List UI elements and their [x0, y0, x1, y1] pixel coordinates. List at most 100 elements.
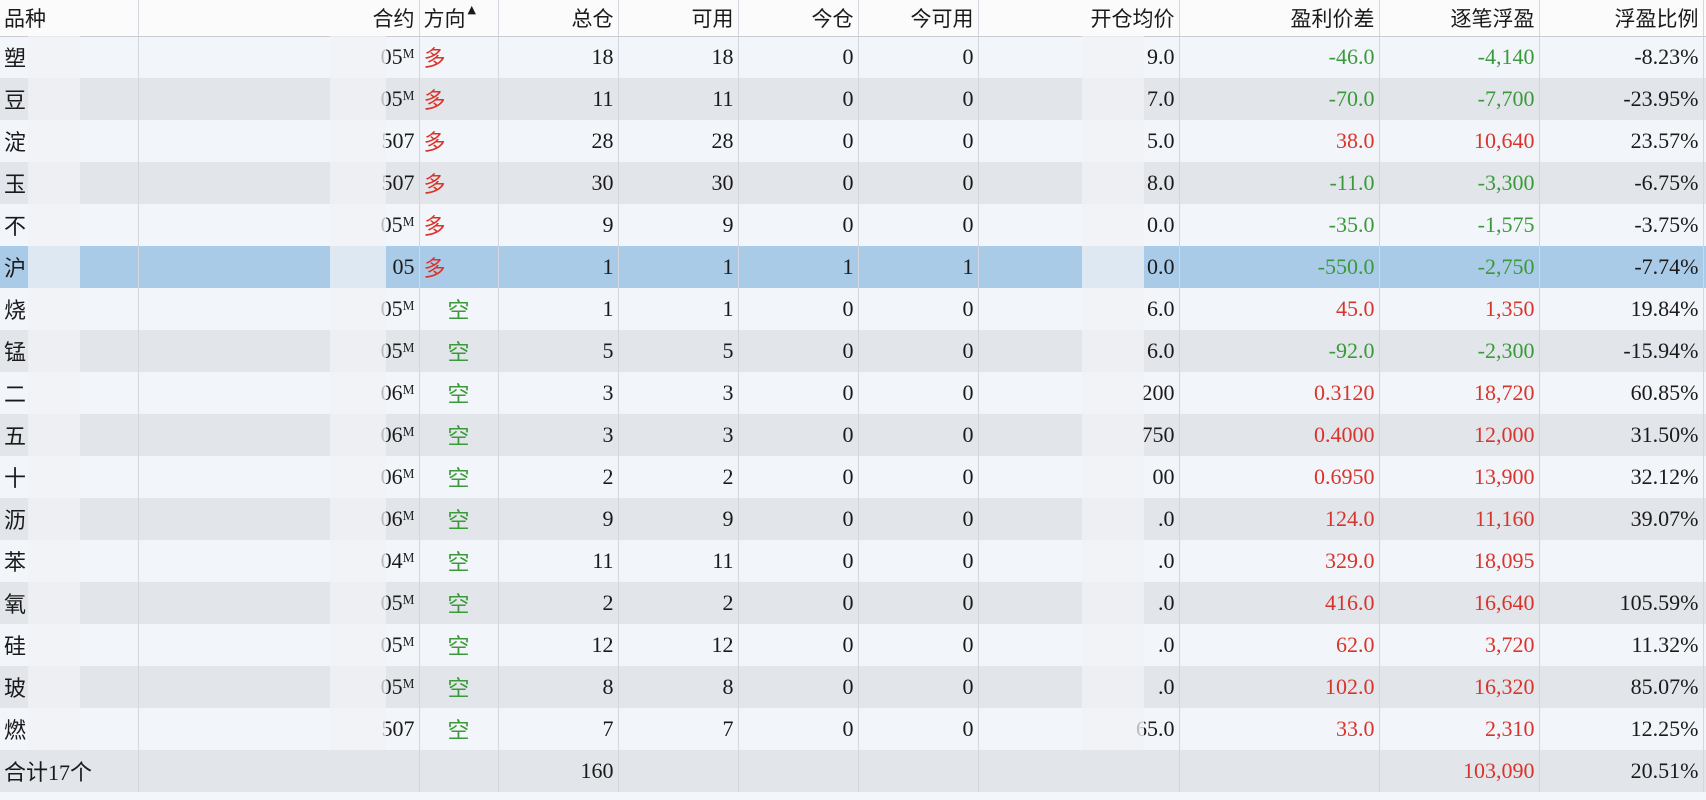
price-diff-cell: 0.3120 [1179, 372, 1380, 414]
position-row[interactable]: 燃 507 空 7 7 0 0 65.0 33.0 2,310 12.25% [0, 708, 1706, 750]
available-cell: 3 [618, 414, 739, 456]
open-avg-cell: .0 [978, 582, 1180, 624]
open-avg-cell: .0 [978, 624, 1180, 666]
open-avg-total-cell [978, 750, 1180, 792]
position-row[interactable]: 玻 05ᴹ 空 8 8 0 0.0 102.0 16,320 85.07% [0, 666, 1706, 708]
pnl-ratio-cell: 11.32% [1539, 624, 1704, 666]
total-cell: 18 [498, 36, 619, 78]
column-header-text: 今仓 [811, 6, 854, 31]
today-cell: 0 [738, 666, 859, 708]
today-available-cell: 0 [858, 372, 979, 414]
table-body: 塑 05ᴹ 多 18 18 0 0 9.0 -46.0 -4,140 -8.23% 豆 05ᴹ 多 11 11… [0, 36, 1706, 792]
position-row[interactable]: 玉 507 多 30 30 0 0 8.0 -11.0 -3,300 -6.75% [0, 162, 1706, 204]
direction-cell: 空 [419, 582, 499, 624]
contract-total-cell [138, 750, 420, 792]
price-diff-cell: -35.0 [1179, 204, 1380, 246]
open-avg-cell: 00 [978, 456, 1180, 498]
contract-cell: 05ᴹ [138, 666, 420, 708]
variety-cell: 二 [0, 372, 139, 414]
position-row[interactable]: 淀 507 多 28 28 0 0 5.0 38.0 10,640 23.57% [0, 120, 1706, 162]
today-available-cell: 0 [858, 78, 979, 120]
pnl-ratio-cell: -3.75% [1539, 204, 1704, 246]
today-cell: 0 [738, 624, 859, 666]
float-pnl-cell: 18,095 [1379, 540, 1540, 582]
today-cell: 0 [738, 582, 859, 624]
position-row[interactable]: 氧 05ᴹ 空 2 2 0 0.0 416.0 16,640 105.59% [0, 582, 1706, 624]
position-row[interactable]: 十 06ᴹ 空 2 2 0 0 00 0.6950 13,900 32.12% [0, 456, 1706, 498]
contract-cell: 05ᴹ [138, 330, 420, 372]
total-cell: 12 [498, 624, 619, 666]
column-header[interactable]: 总仓 [498, 0, 619, 37]
column-header[interactable]: 合约 [138, 0, 420, 37]
open-avg-cell: 750 [978, 414, 1180, 456]
direction-cell: 空 [419, 414, 499, 456]
position-row[interactable]: 沪 05 多 1 1 1 1 0.0 -550.0 -2,750 -7.74% [0, 246, 1706, 288]
today-available-total-cell [858, 750, 979, 792]
available-cell: 3 [618, 372, 739, 414]
today-cell: 0 [738, 36, 859, 78]
float-pnl-cell: 11,160 [1379, 498, 1540, 540]
column-header[interactable]: 品种 [0, 0, 139, 37]
total-cell: 11 [498, 78, 619, 120]
contract-cell: 06ᴹ [138, 414, 420, 456]
column-header[interactable]: 今可用 [858, 0, 979, 37]
available-cell: 1 [618, 288, 739, 330]
float-pnl-total-cell: 103,090 [1379, 750, 1540, 792]
column-header[interactable]: 今仓 [738, 0, 859, 37]
variety-cell: 苯 [0, 540, 139, 582]
column-header[interactable]: 逐笔浮盈 [1379, 0, 1540, 37]
position-row[interactable]: 苯 04ᴹ 空 11 11 0 0.0 329.0 18,095 [0, 540, 1706, 582]
position-row[interactable]: 烧 05ᴹ 空 1 1 0 0 6.0 45.0 1,350 19.84% [0, 288, 1706, 330]
contract-cell: 06ᴹ [138, 372, 420, 414]
contract-cell: 05ᴹ [138, 204, 420, 246]
today-cell: 0 [738, 204, 859, 246]
position-row[interactable]: 锰 05ᴹ 空 5 5 0 0 6.0 -92.0 -2,300 -15.94% [0, 330, 1706, 372]
position-row[interactable]: 塑 05ᴹ 多 18 18 0 0 9.0 -46.0 -4,140 -8.23% [0, 36, 1706, 78]
contract-cell: 05 [138, 246, 420, 288]
direction-cell: 多 [419, 162, 499, 204]
column-header-text: 总仓 [571, 6, 614, 31]
total-cell: 8 [498, 666, 619, 708]
price-diff-cell: 0.6950 [1179, 456, 1380, 498]
today-available-cell: 0 [858, 708, 979, 750]
today-cell: 0 [738, 708, 859, 750]
direction-cell: 空 [419, 330, 499, 372]
float-pnl-cell: -1,575 [1379, 204, 1540, 246]
column-header[interactable]: 浮盈比例 [1539, 0, 1704, 37]
today-available-cell: 0 [858, 330, 979, 372]
open-avg-cell: 200 [978, 372, 1180, 414]
today-total-cell [738, 750, 859, 792]
variety-cell: 烧 [0, 288, 139, 330]
position-row[interactable]: 豆 05ᴹ 多 11 11 0 0 7.0 -70.0 -7,700 -23.95% [0, 78, 1706, 120]
position-row[interactable]: 沥 06ᴹ 空 9 9 0 0.0 124.0 11,160 39.07% [0, 498, 1706, 540]
position-row[interactable]: 硅 05ᴹ 空 12 12 0 0.0 62.0 3,720 11.32% [0, 624, 1706, 666]
available-cell: 9 [618, 498, 739, 540]
total-cell: 5 [498, 330, 619, 372]
today-cell: 1 [738, 246, 859, 288]
column-header-text: 今可用 [910, 6, 974, 31]
total-cell: 3 [498, 414, 619, 456]
price-diff-cell: -70.0 [1179, 78, 1380, 120]
column-header[interactable]: 可用 [618, 0, 739, 37]
available-total-cell [618, 750, 739, 792]
column-header[interactable]: 开仓均价 [978, 0, 1180, 37]
column-header-text: 浮盈比例 [1614, 6, 1699, 31]
today-available-cell: 0 [858, 582, 979, 624]
position-row[interactable]: 不 05ᴹ 多 9 9 0 0 0.0 -35.0 -1,575 -3.75% [0, 204, 1706, 246]
column-header-text: 可用 [691, 6, 734, 31]
variety-cell: 豆 [0, 78, 139, 120]
price-diff-cell: -46.0 [1179, 36, 1380, 78]
position-row[interactable]: 二 06ᴹ 空 3 3 0 0 200 0.3120 18,720 60.85% [0, 372, 1706, 414]
available-cell: 2 [618, 456, 739, 498]
column-header[interactable]: 方向 ▲ [419, 0, 499, 37]
available-cell: 2 [618, 582, 739, 624]
available-cell: 8 [618, 666, 739, 708]
direction-cell: 空 [419, 708, 499, 750]
direction-cell: 空 [419, 288, 499, 330]
open-avg-cell: 7.0 [978, 78, 1180, 120]
column-header[interactable]: 盈利价差 [1179, 0, 1380, 37]
pnl-ratio-cell: 105.59% [1539, 582, 1704, 624]
pnl-ratio-cell: -7.74% [1539, 246, 1704, 288]
today-available-cell: 0 [858, 666, 979, 708]
position-row[interactable]: 五 06ᴹ 空 3 3 0 0 750 0.4000 12,000 31.50% [0, 414, 1706, 456]
